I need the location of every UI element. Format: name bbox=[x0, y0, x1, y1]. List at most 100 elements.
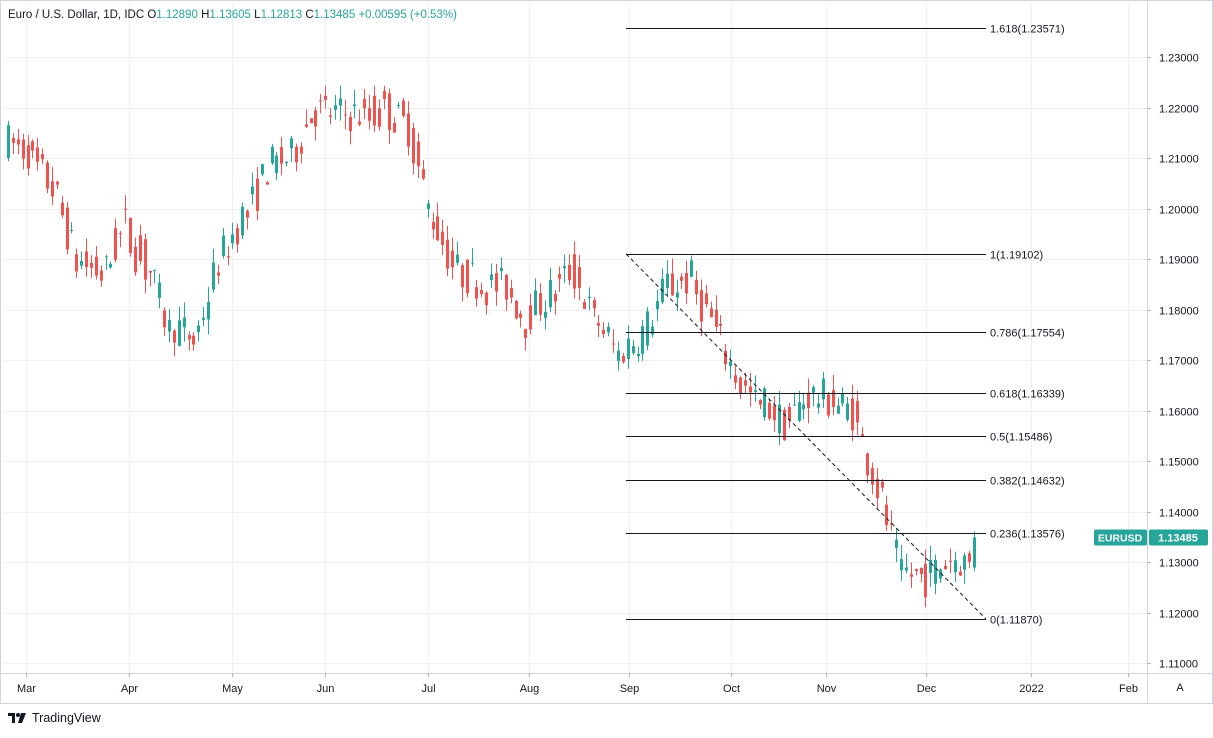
candle-body bbox=[788, 407, 791, 421]
candle-body bbox=[763, 388, 766, 418]
candle-body bbox=[558, 274, 561, 279]
candle-body bbox=[388, 93, 391, 131]
candle-body bbox=[358, 121, 361, 125]
candle-body bbox=[705, 293, 708, 305]
candle-body bbox=[251, 186, 254, 195]
candle-body bbox=[505, 274, 508, 300]
candle-body bbox=[217, 272, 220, 276]
candle-body bbox=[773, 405, 776, 421]
candle-body bbox=[617, 350, 620, 361]
candle-body bbox=[973, 537, 976, 568]
candle-body bbox=[632, 346, 635, 354]
auto-scale-button[interactable]: A bbox=[1176, 682, 1184, 694]
candle-body bbox=[563, 266, 566, 269]
time-tick-label: Apr bbox=[121, 683, 138, 695]
candle-body bbox=[17, 139, 20, 145]
candle-body bbox=[192, 335, 195, 345]
candle-body bbox=[851, 398, 854, 431]
fib-level-label: 0.236(1.13576) bbox=[990, 529, 1065, 541]
fib-level-label: 0.618(1.16339) bbox=[990, 389, 1065, 401]
candle-body bbox=[554, 293, 557, 302]
price-tick-label: 1.11000 bbox=[1159, 659, 1198, 671]
fib-level-label: 0(1.11870) bbox=[990, 615, 1042, 627]
candle-body bbox=[929, 559, 932, 573]
time-tick-label: Aug bbox=[520, 683, 540, 695]
candle-body bbox=[759, 399, 762, 405]
candle-body bbox=[417, 141, 420, 167]
candle-body bbox=[422, 169, 425, 179]
candle-body bbox=[890, 523, 893, 525]
candle-body bbox=[412, 127, 415, 164]
time-tick-label: 2022 bbox=[1019, 683, 1043, 695]
candle-body bbox=[783, 409, 786, 441]
candle-body bbox=[612, 343, 615, 345]
time-tick-label: Nov bbox=[817, 683, 837, 695]
candle-body bbox=[959, 571, 962, 576]
candle-body bbox=[871, 468, 874, 485]
candle-body bbox=[802, 404, 805, 410]
candle-body bbox=[646, 311, 649, 346]
candle-body bbox=[280, 147, 283, 164]
candle-body bbox=[188, 335, 191, 340]
candle-body bbox=[573, 254, 576, 289]
candle-body bbox=[846, 403, 849, 420]
candle-body bbox=[793, 404, 796, 406]
candle-body bbox=[402, 100, 405, 116]
candle-body bbox=[22, 139, 25, 159]
candle-body bbox=[680, 276, 683, 281]
candle-body bbox=[349, 116, 352, 132]
candle-body bbox=[480, 290, 483, 294]
candle-body bbox=[719, 323, 722, 326]
price-tick-label: 1.14000 bbox=[1159, 508, 1199, 520]
candle-body bbox=[324, 95, 327, 100]
candle-body bbox=[549, 279, 552, 308]
candle-body bbox=[451, 250, 454, 268]
candle-body bbox=[353, 104, 356, 107]
candle-body bbox=[856, 400, 859, 423]
price-tick-label: 1.13000 bbox=[1159, 558, 1199, 570]
chart-frame bbox=[0, 0, 1213, 704]
fib-level-label: 1.618(1.23571) bbox=[990, 24, 1065, 36]
symbol-tag bbox=[1094, 529, 1147, 546]
candle-body bbox=[637, 353, 640, 357]
candle-body bbox=[383, 90, 386, 100]
open-value: 1.12890 bbox=[156, 9, 198, 21]
tradingview-logo[interactable]: TradingView bbox=[8, 711, 101, 725]
candle-body bbox=[178, 320, 181, 346]
candle-body bbox=[754, 390, 757, 392]
tradingview-logo-icon bbox=[8, 713, 26, 723]
candle-body bbox=[695, 280, 698, 295]
candle-body bbox=[461, 265, 464, 288]
candle-body bbox=[583, 302, 586, 309]
price-tick-label: 1.15000 bbox=[1159, 457, 1199, 469]
low-value: 1.12813 bbox=[260, 9, 303, 21]
candle-body bbox=[544, 311, 547, 319]
brand-label: TradingView bbox=[32, 711, 101, 725]
candle-body bbox=[368, 108, 371, 121]
candle-body bbox=[671, 273, 674, 296]
candle-body bbox=[485, 292, 488, 306]
symbol-title[interactable]: Euro / U.S. Dollar, 1D, IDC bbox=[8, 9, 145, 21]
candle-body bbox=[134, 246, 137, 273]
candle-body bbox=[534, 290, 537, 316]
price-tick-label: 1.20000 bbox=[1159, 205, 1199, 217]
candle-body bbox=[319, 100, 322, 102]
candle-body bbox=[471, 262, 474, 264]
price-tick-label: 1.21000 bbox=[1159, 154, 1199, 166]
candle-body bbox=[300, 146, 303, 154]
candle-body bbox=[119, 233, 122, 235]
fib-level-label: 0.382(1.14632) bbox=[990, 476, 1065, 488]
candle-body bbox=[295, 146, 298, 163]
candle-body bbox=[920, 567, 923, 575]
candle-body bbox=[739, 377, 742, 394]
candle-body bbox=[61, 202, 64, 216]
fib-trend-line[interactable] bbox=[625, 253, 987, 620]
fib-level-label: 0.5(1.15486) bbox=[990, 432, 1052, 444]
candle-body bbox=[114, 228, 117, 260]
candle-body bbox=[588, 296, 591, 298]
candle-body bbox=[197, 325, 200, 333]
candle-body bbox=[529, 305, 532, 330]
candle-body bbox=[837, 405, 840, 414]
